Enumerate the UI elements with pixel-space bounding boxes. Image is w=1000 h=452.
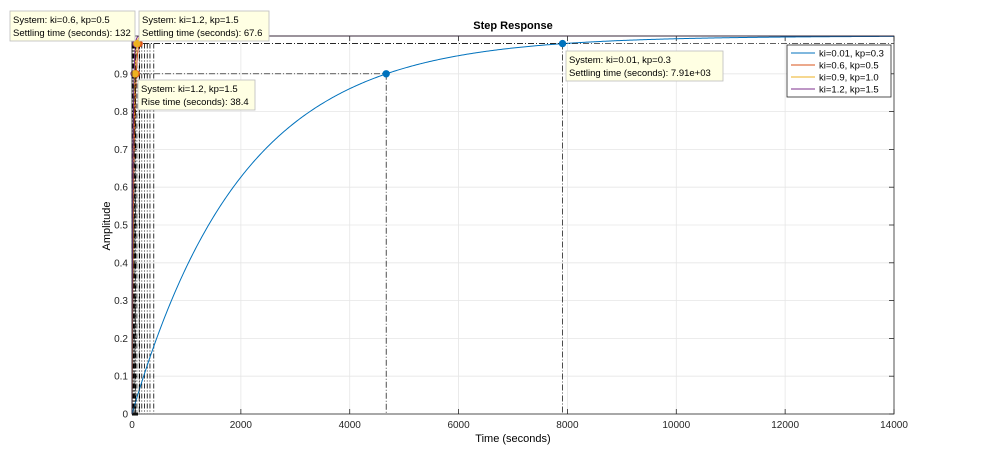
legend-label: ki=1.2, kp=1.5 — [819, 85, 879, 96]
datatip-box — [565, 50, 724, 82]
datatip-metric: Settling time (seconds): 132 — [13, 28, 131, 39]
datatip-metric: Settling time (seconds): 67.6 — [142, 28, 262, 39]
x-axis-label: Time (seconds) — [475, 433, 550, 445]
data-marker — [558, 39, 567, 48]
chart-title: Step Response — [473, 20, 552, 32]
y-tick-label: 0.8 — [114, 107, 128, 118]
series-line — [131, 35, 895, 415]
y-tick-label: 0 — [122, 410, 128, 421]
data-marker — [382, 70, 390, 78]
y-tick-label: 0.4 — [114, 258, 128, 269]
x-tick-label: 0 — [129, 420, 135, 431]
y-tick-label: 0.7 — [114, 145, 128, 156]
y-tick-label: 0.1 — [114, 372, 128, 383]
data-marker — [133, 39, 141, 48]
y-tick-label: 0.6 — [114, 183, 128, 194]
y-axis-label: Amplitude — [101, 202, 113, 251]
y-tick-label: 0.5 — [114, 221, 128, 232]
datatip-box — [9, 10, 136, 42]
x-tick-label: 14000 — [880, 420, 908, 431]
legend-label: ki=0.9, kp=1.0 — [819, 73, 879, 84]
datatip-metric: Settling time (seconds): 7.91e+03 — [569, 68, 711, 79]
datatip-box — [138, 10, 270, 42]
x-tick-label: 10000 — [662, 420, 690, 431]
legend-box — [786, 44, 892, 98]
x-tick-label: 8000 — [556, 420, 579, 431]
datatip-metric: Rise time (seconds): 38.4 — [141, 97, 249, 108]
y-tick-label: 0.2 — [114, 334, 128, 345]
datatip-system: System: ki=0.01, kp=0.3 — [569, 55, 671, 66]
y-tick-label: 0.9 — [114, 69, 128, 80]
legend-label: ki=0.01, kp=0.3 — [819, 49, 884, 60]
x-tick-label: 2000 — [230, 420, 253, 431]
x-tick-label: 6000 — [447, 420, 470, 431]
x-tick-label: 12000 — [771, 420, 799, 431]
datatip-system: System: ki=1.2, kp=1.5 — [141, 84, 238, 95]
datatip-system: System: ki=1.2, kp=1.5 — [142, 15, 239, 26]
datatip-system: System: ki=0.6, kp=0.5 — [13, 15, 110, 26]
axes-frame — [131, 35, 895, 415]
legend-label: ki=0.6, kp=0.5 — [819, 61, 879, 72]
datatip-box — [137, 79, 256, 111]
data-marker — [131, 70, 139, 78]
y-tick-label: 0.3 — [114, 296, 128, 307]
x-tick-label: 4000 — [339, 420, 362, 431]
